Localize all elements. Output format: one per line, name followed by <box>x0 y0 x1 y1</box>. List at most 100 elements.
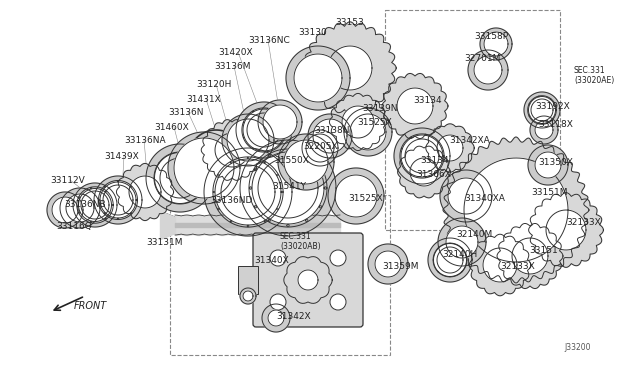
Polygon shape <box>286 46 350 110</box>
Text: 33112V: 33112V <box>50 176 84 185</box>
Text: 32140M: 32140M <box>456 230 492 239</box>
Polygon shape <box>401 163 402 164</box>
Polygon shape <box>306 134 334 162</box>
Polygon shape <box>254 206 257 208</box>
Text: 33131M: 33131M <box>146 238 182 247</box>
Polygon shape <box>350 114 386 150</box>
Polygon shape <box>243 137 244 138</box>
Polygon shape <box>464 158 568 262</box>
Text: 32205X: 32205X <box>303 142 338 151</box>
Polygon shape <box>100 182 136 218</box>
Polygon shape <box>136 199 138 201</box>
Text: 31340X: 31340X <box>254 256 289 265</box>
Text: 33136ND: 33136ND <box>210 196 252 205</box>
Polygon shape <box>258 100 302 144</box>
Polygon shape <box>230 221 232 222</box>
Polygon shape <box>284 257 332 304</box>
Polygon shape <box>285 129 286 131</box>
Text: 33151: 33151 <box>529 246 557 255</box>
Polygon shape <box>242 108 286 152</box>
Polygon shape <box>221 165 275 219</box>
Polygon shape <box>529 96 556 124</box>
Polygon shape <box>104 186 106 187</box>
Text: 33158P: 33158P <box>474 32 508 41</box>
Polygon shape <box>306 219 308 222</box>
Polygon shape <box>535 152 561 178</box>
Polygon shape <box>215 133 249 167</box>
Polygon shape <box>247 157 249 159</box>
Bar <box>385 10 560 230</box>
Polygon shape <box>254 168 257 170</box>
Text: 31342XA: 31342XA <box>449 136 490 145</box>
Text: 33136N: 33136N <box>168 108 204 117</box>
Polygon shape <box>47 192 83 228</box>
Text: SEC.331
(33020AB): SEC.331 (33020AB) <box>280 232 321 251</box>
Polygon shape <box>401 148 402 149</box>
Text: 31420X: 31420X <box>218 48 253 57</box>
Polygon shape <box>112 204 113 206</box>
Text: 31340XA: 31340XA <box>464 194 505 203</box>
Polygon shape <box>77 187 113 223</box>
Polygon shape <box>262 304 290 332</box>
Text: 31342X: 31342X <box>276 312 310 321</box>
Polygon shape <box>426 124 474 172</box>
Bar <box>238 266 258 294</box>
Polygon shape <box>174 138 234 198</box>
Circle shape <box>330 250 346 266</box>
Polygon shape <box>433 244 467 276</box>
Text: J33200: J33200 <box>564 343 591 353</box>
Text: 32701M: 32701M <box>464 54 500 63</box>
Polygon shape <box>433 243 467 277</box>
Polygon shape <box>90 187 92 189</box>
Polygon shape <box>276 174 278 176</box>
Polygon shape <box>330 93 387 151</box>
Polygon shape <box>213 191 215 193</box>
Polygon shape <box>81 191 109 219</box>
Polygon shape <box>443 155 444 156</box>
Text: 33136M: 33136M <box>214 62 250 71</box>
Polygon shape <box>79 212 80 213</box>
Polygon shape <box>375 251 401 277</box>
Polygon shape <box>512 238 548 274</box>
Polygon shape <box>117 181 118 182</box>
Polygon shape <box>468 50 508 90</box>
Polygon shape <box>438 218 486 266</box>
Polygon shape <box>227 119 269 161</box>
Polygon shape <box>73 183 117 227</box>
Text: 33151M: 33151M <box>531 188 568 197</box>
Polygon shape <box>298 270 318 290</box>
Polygon shape <box>104 213 106 214</box>
FancyBboxPatch shape <box>253 233 363 327</box>
Polygon shape <box>382 74 448 138</box>
Text: 31439X: 31439X <box>104 152 139 161</box>
Text: 33192X: 33192X <box>535 102 570 111</box>
Polygon shape <box>154 152 206 204</box>
Text: 33120H: 33120H <box>196 80 232 89</box>
Polygon shape <box>258 158 318 218</box>
Polygon shape <box>401 135 443 177</box>
Polygon shape <box>90 221 92 222</box>
Text: 33136NC: 33136NC <box>248 36 290 45</box>
Text: 31366X: 31366X <box>416 170 451 179</box>
Polygon shape <box>324 187 326 189</box>
Polygon shape <box>302 130 338 166</box>
Text: 33136NB: 33136NB <box>64 200 106 209</box>
Polygon shape <box>79 189 111 221</box>
Polygon shape <box>247 225 249 227</box>
Polygon shape <box>335 175 377 217</box>
Text: 31350X: 31350X <box>538 158 573 167</box>
Polygon shape <box>146 144 214 212</box>
Polygon shape <box>240 140 336 236</box>
Polygon shape <box>281 191 283 193</box>
Polygon shape <box>250 187 252 189</box>
Polygon shape <box>131 186 132 187</box>
Polygon shape <box>480 28 512 60</box>
Polygon shape <box>448 178 484 214</box>
Text: 32133X: 32133X <box>566 218 601 227</box>
Polygon shape <box>438 169 439 170</box>
Text: SEC.331
(33020AE): SEC.331 (33020AE) <box>574 66 614 86</box>
Polygon shape <box>213 157 283 227</box>
Polygon shape <box>437 135 463 161</box>
Polygon shape <box>276 208 278 210</box>
Circle shape <box>270 250 286 266</box>
